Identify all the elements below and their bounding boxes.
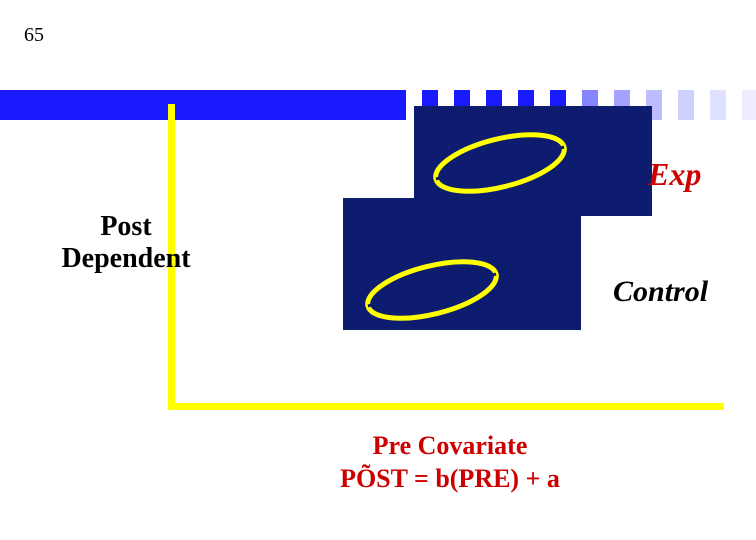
control-ellipse xyxy=(356,246,508,334)
x-axis-label: Pre Covariate PÕST = b(PRE) + a xyxy=(260,430,640,495)
page-number: 65 xyxy=(24,24,44,47)
x-axis-label-line2: PÕST = b(PRE) + a xyxy=(340,464,560,493)
stripe-dash xyxy=(742,90,756,120)
y-axis-label-line2: Dependent xyxy=(61,243,190,274)
x-axis-label-line1: Pre Covariate xyxy=(373,431,528,460)
exp-label: Exp xyxy=(648,156,701,193)
exp-ellipse xyxy=(424,119,576,207)
x-axis-line xyxy=(168,403,724,410)
y-axis-label-line1: Post xyxy=(100,211,151,242)
control-label: Control xyxy=(613,275,708,309)
y-axis-label: Post Dependent xyxy=(36,211,216,275)
